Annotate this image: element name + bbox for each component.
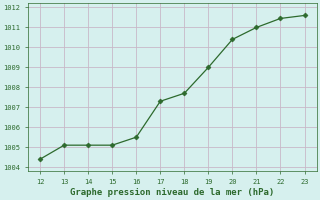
X-axis label: Graphe pression niveau de la mer (hPa): Graphe pression niveau de la mer (hPa) <box>70 188 275 197</box>
